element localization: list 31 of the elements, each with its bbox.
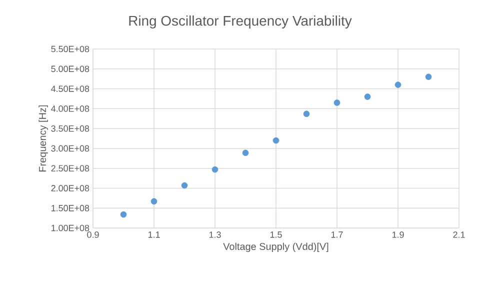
point — [394, 82, 402, 88]
chart-title: Ring Oscillator Frequency Variability — [129, 15, 352, 28]
y-tick-label: 3.00E+08 — [51, 145, 90, 152]
y-tick-label: 1.50E+08 — [52, 204, 90, 212]
x-tick-label: 1.5 — [270, 232, 282, 238]
x-axis-title: Voltage Supply (Vdd)[V] — [223, 242, 328, 252]
x-tick-label: 1.1 — [148, 232, 160, 238]
point — [272, 137, 280, 144]
point — [334, 100, 340, 106]
y-tick-label: 4.50E+08 — [51, 86, 90, 92]
y-tick-label: 5.00E+08 — [51, 66, 90, 72]
point — [303, 110, 310, 118]
y-tick-label: 2.50E+08 — [51, 165, 90, 172]
y-tick-label: 5.50E+08 — [51, 46, 90, 52]
y-tick-label: 1.00E+08 — [52, 224, 90, 232]
point — [212, 166, 218, 173]
y-tick-label: 3.50E+08 — [51, 125, 90, 132]
x-tick-label: 1.9 — [392, 232, 404, 238]
x-tick-label: 1.3 — [209, 232, 221, 238]
y-tick-label: 2.00E+08 — [51, 185, 90, 192]
point — [425, 74, 432, 80]
point — [120, 211, 127, 218]
point — [181, 182, 188, 189]
x-tick-label: 0.9 — [87, 232, 99, 238]
point — [364, 94, 371, 100]
y-tick-label: 4.00E+08 — [51, 105, 90, 112]
point — [150, 198, 158, 205]
point — [242, 150, 249, 156]
x-tick-label: 2.1 — [453, 232, 465, 238]
y-axis-title: Frequency [Hz] — [38, 105, 48, 172]
x-tick-label: 1.7 — [331, 232, 343, 238]
